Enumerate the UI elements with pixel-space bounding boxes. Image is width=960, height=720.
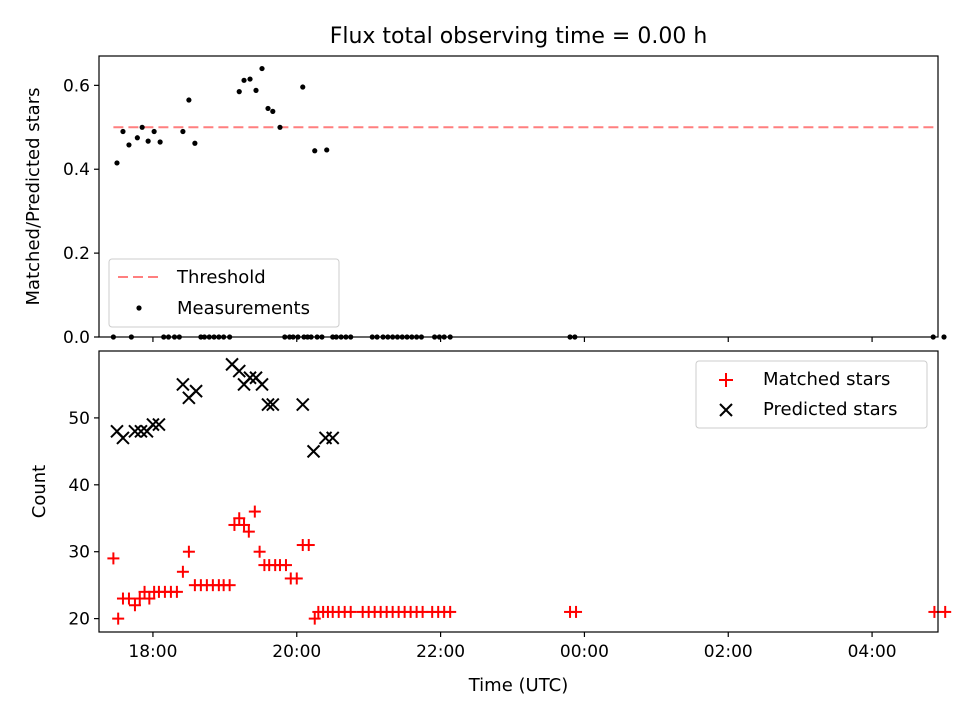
chart-title: Flux total observing time = 0.00 h bbox=[330, 24, 708, 49]
bottom-points bbox=[107, 357, 952, 625]
bottom-y-tick-label: 50 bbox=[68, 409, 90, 429]
matched-star-point bbox=[570, 605, 583, 618]
matched-star-point bbox=[444, 605, 457, 618]
bottom-axes-frame bbox=[98, 350, 939, 633]
measurement-point bbox=[253, 87, 259, 93]
matched-star-point bbox=[122, 592, 135, 605]
measurement-point bbox=[259, 65, 265, 72]
matched-star-point bbox=[290, 572, 303, 585]
bottom-y-axis-label: Count bbox=[29, 465, 50, 518]
predicted-star-point bbox=[189, 384, 203, 398]
measurement-point bbox=[145, 138, 151, 144]
top-tick-group: 0.0 0.2 0.4 0.6 bbox=[63, 76, 873, 348]
measurement-point bbox=[192, 140, 198, 146]
measurement-point bbox=[270, 108, 276, 114]
measurement-point bbox=[247, 76, 253, 82]
x-tick-label: 18:00 bbox=[128, 642, 177, 662]
measurement-point bbox=[186, 97, 192, 103]
measurement-point bbox=[277, 124, 283, 130]
measurement-point bbox=[324, 147, 330, 153]
legend-matched-swatch bbox=[719, 373, 733, 387]
matched-star-point bbox=[238, 518, 251, 531]
matched-star-point bbox=[233, 512, 246, 525]
predicted-star-point bbox=[261, 397, 275, 412]
x-tick-label: 20:00 bbox=[272, 642, 321, 662]
predicted-star-point bbox=[146, 417, 160, 432]
bottom-y-tick-label: 40 bbox=[68, 476, 90, 496]
measurement-point bbox=[312, 148, 318, 154]
measurement-point bbox=[180, 128, 186, 135]
predicted-star-point bbox=[176, 377, 190, 392]
matched-star-point bbox=[182, 545, 195, 558]
matched-star-point bbox=[128, 599, 141, 612]
measurement-point bbox=[139, 124, 145, 130]
matched-star-point bbox=[170, 585, 183, 598]
legend-threshold-label: Threshold bbox=[176, 267, 266, 288]
top-axes: 0.0 0.2 0.4 0.6 Matched/Predicted stars Thr… bbox=[23, 55, 947, 348]
matched-star-point bbox=[223, 579, 236, 592]
legend-measurements-label: Measurements bbox=[177, 298, 310, 319]
matched-star-point bbox=[279, 559, 292, 572]
measurement-point bbox=[157, 139, 163, 145]
matched-star-point bbox=[939, 605, 952, 618]
legend-predicted-swatch bbox=[719, 403, 733, 417]
predicted-star-point bbox=[266, 397, 280, 412]
matched-star-point bbox=[112, 612, 125, 625]
predicted-star-point bbox=[134, 424, 148, 438]
x-tick-label: 00:00 bbox=[560, 642, 609, 662]
top-legend: Threshold Measurements bbox=[108, 258, 340, 328]
matched-star-point bbox=[344, 605, 357, 618]
measurement-point bbox=[300, 84, 306, 90]
top-axes-frame bbox=[98, 55, 939, 338]
x-tick-label: 22:00 bbox=[416, 642, 465, 662]
matched-star-point bbox=[253, 545, 266, 558]
x-tick-label: 02:00 bbox=[704, 642, 753, 662]
legend-measurements-swatch bbox=[136, 305, 142, 311]
legend-predicted-label: Predicted stars bbox=[763, 399, 897, 420]
top-y-tick-label: 0.0 bbox=[63, 328, 90, 348]
top-y-tick-label: 0.4 bbox=[63, 160, 90, 180]
measurement-point bbox=[236, 89, 242, 95]
predicted-star-point bbox=[255, 377, 269, 392]
measurement-point bbox=[241, 77, 247, 83]
top-y-tick-label: 0.6 bbox=[63, 76, 90, 96]
measurement-point bbox=[126, 142, 132, 148]
matched-star-point bbox=[248, 505, 261, 518]
bottom-legend-box bbox=[695, 360, 928, 429]
x-tick-label: 04:00 bbox=[848, 642, 897, 662]
bottom-axes: 20 30 40 50 18:00 20:00 22:00 00:00 02:00 04:00 C… bbox=[29, 350, 952, 696]
bottom-tick-group: 20 30 40 50 18:00 20:00 22:00 00:00 02:00 04:00 bbox=[68, 409, 896, 662]
matched-star-point bbox=[107, 552, 120, 565]
measurement-point bbox=[114, 160, 120, 166]
matched-star-point bbox=[176, 565, 189, 578]
predicted-star-point bbox=[326, 431, 340, 445]
bottom-y-tick-label: 20 bbox=[68, 610, 90, 630]
top-y-tick-label: 0.2 bbox=[63, 244, 90, 264]
measurement-point bbox=[265, 105, 271, 112]
bottom-y-tick-label: 30 bbox=[68, 543, 90, 563]
measurement-point bbox=[120, 128, 126, 135]
predicted-star-point bbox=[296, 397, 310, 412]
predicted-star-point bbox=[306, 444, 321, 459]
predicted-star-point bbox=[116, 431, 130, 445]
top-legend-box bbox=[108, 258, 340, 328]
matched-star-point bbox=[143, 592, 156, 605]
predicted-star-point bbox=[243, 371, 257, 385]
measurement-point bbox=[941, 334, 947, 340]
matched-star-point bbox=[308, 612, 321, 625]
predicted-star-point bbox=[232, 364, 246, 378]
predicted-star-point bbox=[152, 417, 166, 432]
top-y-axis-label: Matched/Predicted stars bbox=[23, 88, 44, 306]
measurement-point bbox=[134, 135, 140, 141]
matched-star-point bbox=[242, 525, 255, 538]
x-axis-label: Time (UTC) bbox=[468, 675, 569, 696]
measurement-point bbox=[151, 128, 157, 135]
legend-matched-label: Matched stars bbox=[763, 369, 890, 390]
predicted-star-point bbox=[128, 424, 142, 438]
matched-star-point bbox=[302, 539, 315, 552]
bottom-legend: Matched stars Predicted stars bbox=[695, 360, 928, 429]
